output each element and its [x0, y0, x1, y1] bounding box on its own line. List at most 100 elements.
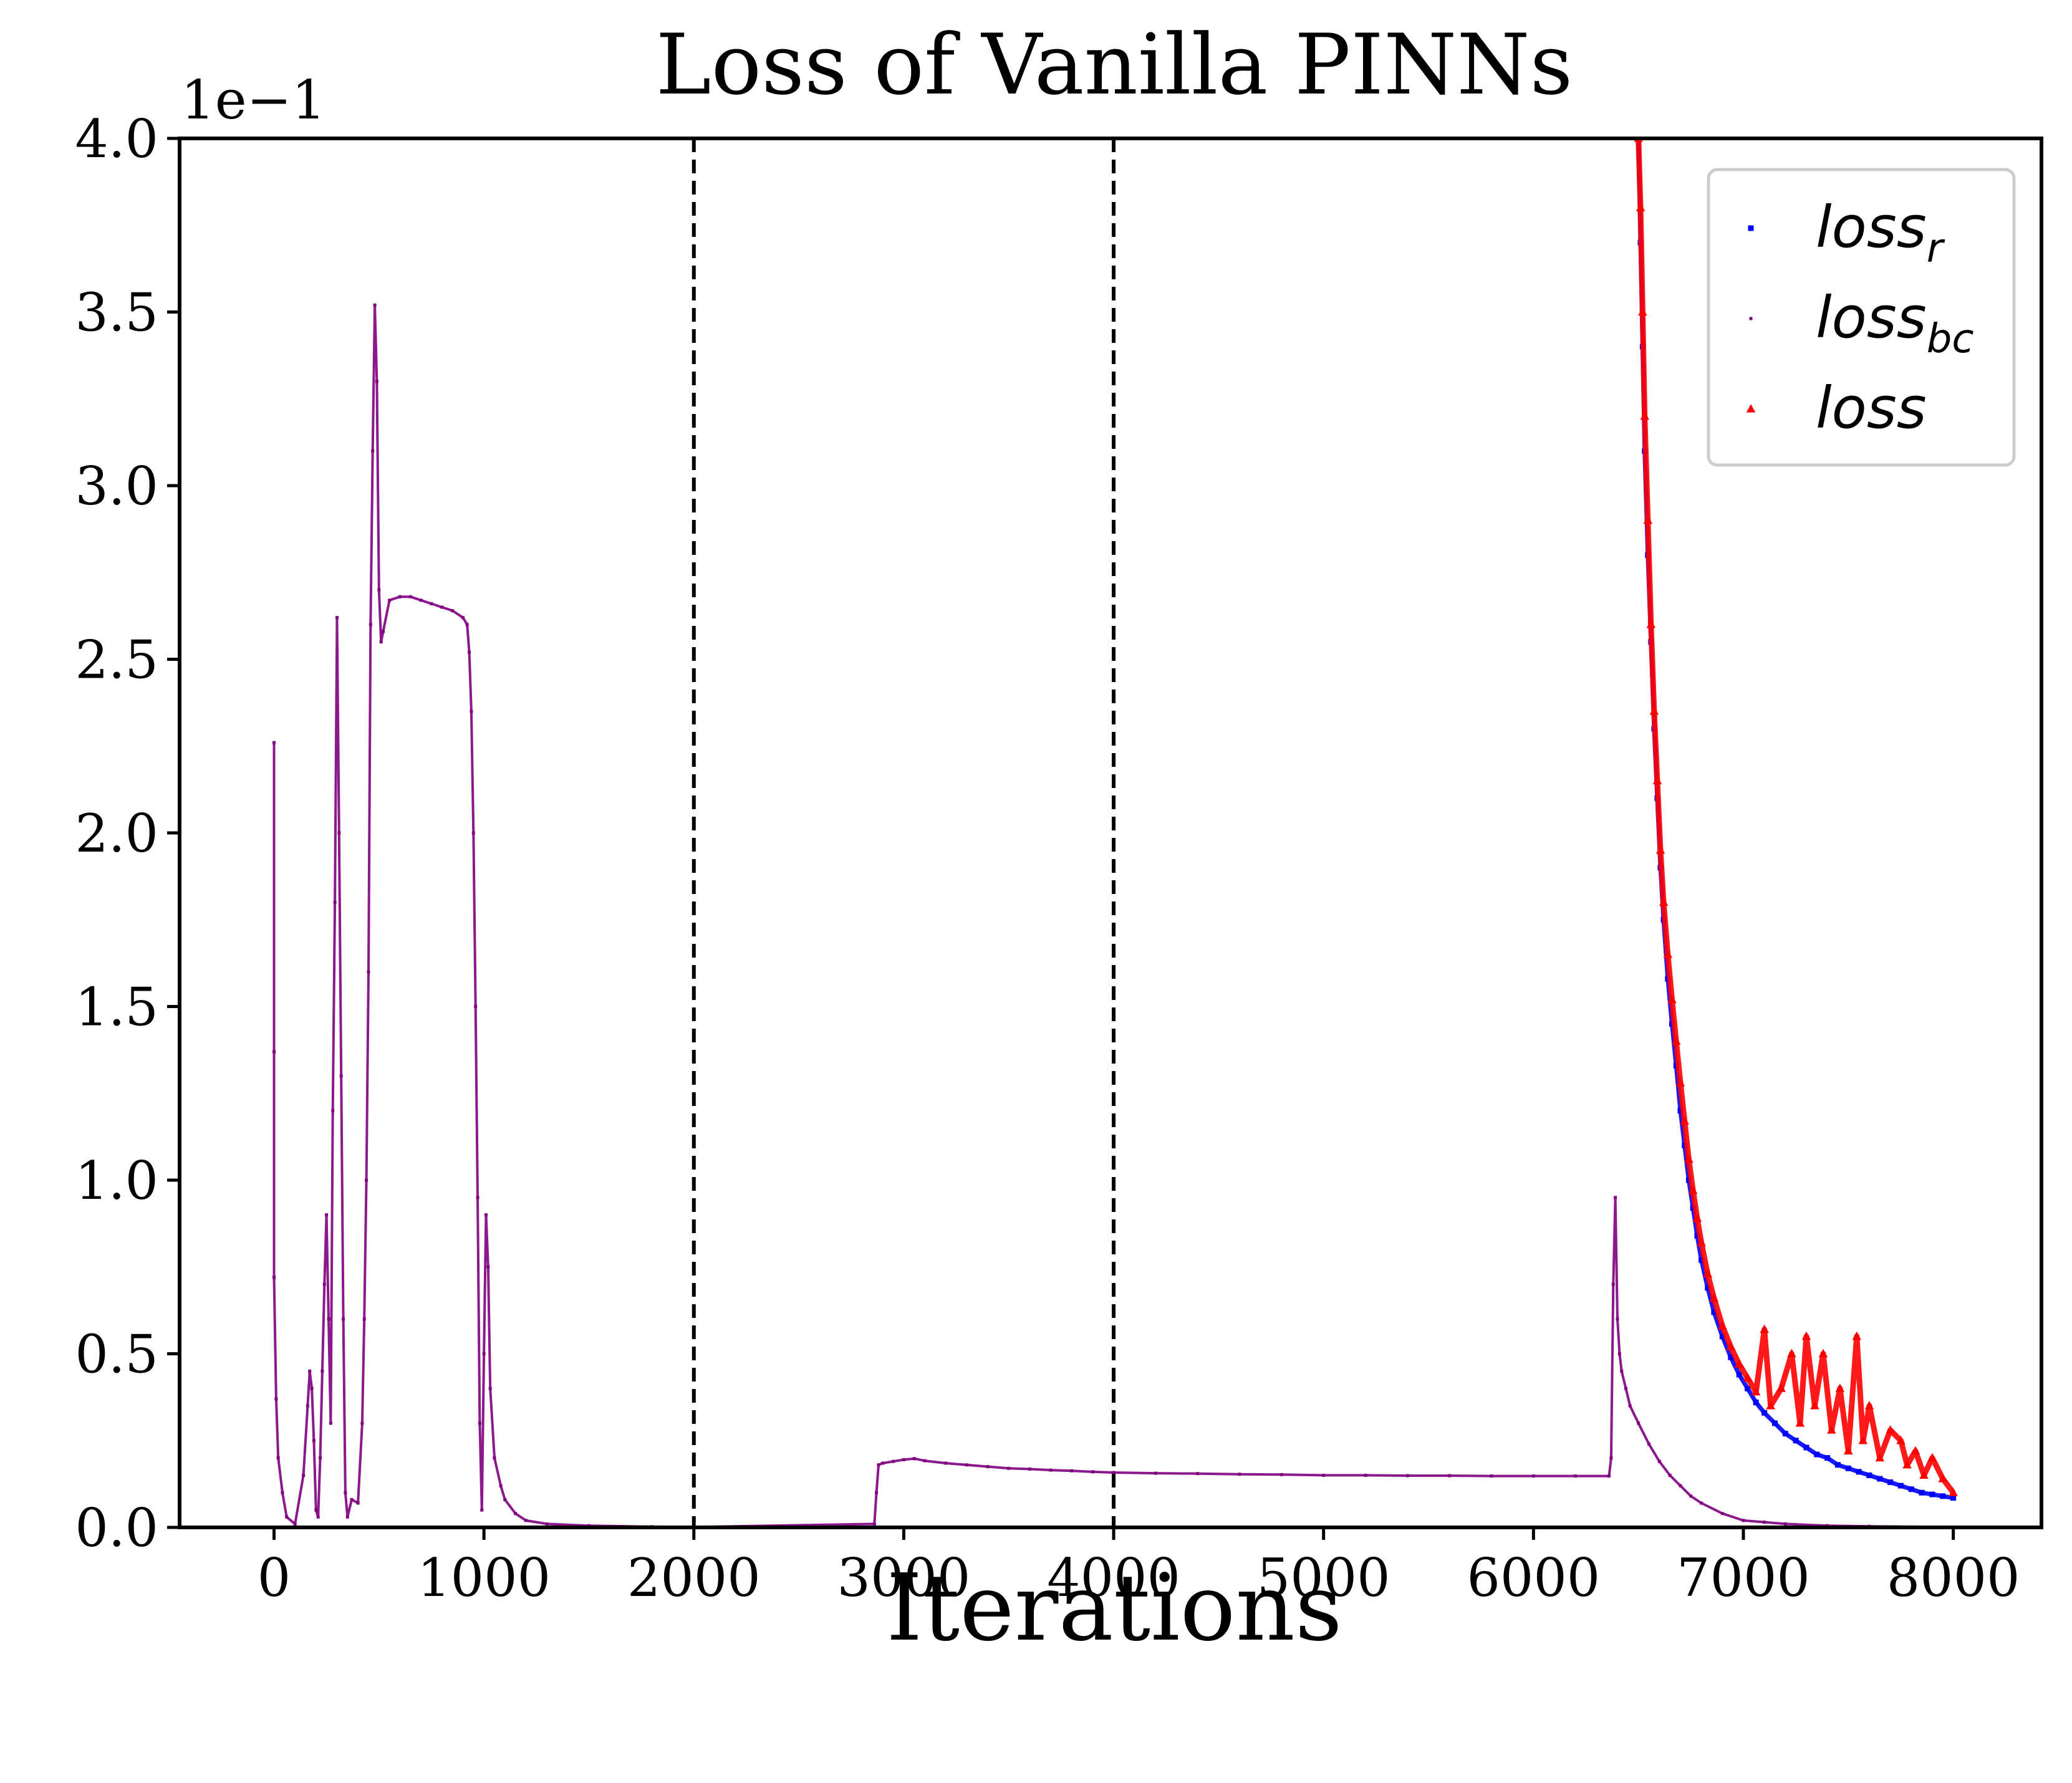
data-point-loss-bc-6 [285, 1515, 289, 1519]
data-point-loss-r-28 [1782, 1431, 1788, 1437]
x-tick-label-8: 8000 [1887, 1547, 2020, 1608]
data-point-loss-bc-113 [1689, 1494, 1693, 1498]
data-point-loss-bc-116 [1742, 1519, 1745, 1522]
data-point-loss-bc-12 [312, 1439, 316, 1443]
axes: 0 1000 2000 3000 4000 5000 6000 7000 8000 0.0 0.5 1… [75, 108, 2043, 1608]
data-point-loss-bc-30 [356, 1501, 360, 1505]
legend-label-main-loss-r: loss [1816, 194, 1927, 261]
data-point-loss-r-39 [1897, 1483, 1904, 1489]
data-point-loss-bc-7 [293, 1522, 297, 1526]
data-point-loss-bc-104 [1617, 1352, 1621, 1355]
data-point-loss-r-25 [1753, 1399, 1759, 1405]
data-point-loss-21 [1718, 1320, 1727, 1330]
data-point-loss-14 [1680, 1116, 1689, 1125]
data-point-loss-28 [1776, 1383, 1786, 1392]
data-point-loss-bc-55 [476, 1196, 479, 1199]
data-point-loss-bc-25 [339, 1074, 343, 1078]
y-tick-label-7: 3.5 [75, 282, 158, 344]
data-point-loss-36 [1844, 1446, 1853, 1455]
data-point-loss-bc-88 [1154, 1471, 1157, 1475]
data-point-loss-34 [1827, 1425, 1836, 1434]
data-point-loss-30 [1795, 1418, 1805, 1427]
data-point-loss-bc-81 [986, 1465, 990, 1469]
data-point-loss-bc-114 [1700, 1501, 1703, 1505]
data-point-loss-r-19 [1705, 1285, 1711, 1291]
data-point-loss-r-27 [1771, 1420, 1778, 1426]
data-point-loss-r-33 [1834, 1462, 1841, 1468]
data-point-loss-bc-83 [1028, 1467, 1031, 1471]
data-point-loss-33 [1818, 1348, 1828, 1358]
legend-label-main-loss: loss [1816, 375, 1927, 441]
data-point-loss-bc-60 [486, 1265, 490, 1269]
data-point-loss-bc-41 [382, 630, 385, 633]
data-point-loss-46 [1927, 1453, 1937, 1462]
y-tick-label-5: 2.5 [75, 630, 158, 691]
y-axis-offset-label: 1e−1 [181, 69, 325, 132]
data-point-loss-16 [1688, 1185, 1698, 1194]
x-tick-label-2: 2000 [627, 1547, 761, 1608]
data-point-loss-bc-3 [274, 1397, 278, 1401]
data-point-loss-1 [1636, 203, 1646, 211]
data-point-loss-r-31 [1814, 1451, 1820, 1458]
data-point-loss-22 [1726, 1342, 1735, 1350]
data-point-loss-r-29 [1793, 1438, 1799, 1444]
data-point-loss-r-23 [1736, 1372, 1742, 1378]
data-point-loss-bc-92 [1322, 1473, 1326, 1477]
data-point-loss-r-20 [1711, 1309, 1717, 1315]
x-tick-label-0: 0 [258, 1547, 291, 1608]
plot-content [272, 138, 1958, 1527]
data-point-loss-31 [1801, 1331, 1811, 1340]
data-point-loss-r-38 [1887, 1479, 1894, 1486]
data-point-loss-r-24 [1745, 1385, 1751, 1391]
series-loss-bc [272, 303, 1955, 1527]
data-point-loss-48 [1949, 1487, 1958, 1496]
data-point-loss-bc-106 [1624, 1387, 1627, 1390]
data-point-loss-bc-102 [1614, 1196, 1617, 1199]
data-point-loss-bc-45 [419, 598, 423, 602]
data-point-loss-r-34 [1845, 1465, 1851, 1471]
series-loss [1634, 138, 1958, 1496]
legend-label-main-loss-bc: loss [1816, 284, 1927, 351]
y-tick-label-0: 0.0 [75, 1497, 158, 1559]
data-point-loss-bc-24 [337, 831, 341, 835]
data-point-loss-47 [1938, 1474, 1947, 1483]
data-point-loss-27 [1766, 1401, 1775, 1410]
data-point-loss-bc-0 [272, 741, 276, 744]
data-point-loss-bc-47 [440, 605, 444, 609]
data-point-loss-bc-39 [377, 588, 381, 592]
data-point-loss-bc-42 [388, 598, 392, 602]
y-tick-label-3: 1.5 [75, 977, 158, 1038]
data-point-loss-bc-29 [350, 1497, 354, 1501]
data-point-loss-bc-87 [1112, 1471, 1116, 1474]
data-point-loss-9 [1659, 897, 1669, 906]
data-point-loss-bc-105 [1620, 1369, 1624, 1373]
data-point-loss-bc-118 [1783, 1522, 1787, 1526]
data-point-loss-bc-51 [468, 650, 471, 654]
data-point-loss-bc-13 [314, 1508, 318, 1512]
data-point-loss-bc-100 [1609, 1456, 1613, 1460]
data-point-loss-bc-74 [881, 1461, 885, 1465]
legend-box [1707, 168, 2016, 467]
y-tick-label-1: 0.5 [75, 1324, 158, 1385]
data-point-loss-3 [1640, 411, 1649, 420]
data-point-loss-bc-8 [302, 1473, 306, 1477]
data-point-loss-8 [1655, 845, 1665, 854]
x-tick-label-5: 5000 [1257, 1547, 1390, 1608]
data-point-loss-bc-5 [281, 1491, 284, 1494]
data-point-loss-bc-72 [875, 1491, 879, 1494]
legend-label-loss-r: lossr [1816, 194, 1945, 272]
data-point-loss-bc-111 [1668, 1473, 1672, 1477]
legend-label-subscript-loss-bc: bc [1927, 316, 1974, 362]
data-point-loss-bc-22 [333, 900, 337, 904]
data-point-loss-bc-96 [1490, 1474, 1493, 1478]
data-point-loss-bc-49 [461, 616, 465, 620]
data-point-loss-bc-9 [306, 1404, 309, 1408]
data-point-loss-bc-35 [369, 623, 372, 627]
data-point-loss-bc-37 [373, 303, 377, 307]
data-point-loss-bc-115 [1720, 1512, 1724, 1516]
data-point-loss-bc-73 [877, 1463, 880, 1467]
data-point-loss-35 [1835, 1383, 1845, 1392]
data-point-loss-bc-58 [482, 1352, 486, 1355]
data-point-loss-bc-103 [1616, 1317, 1619, 1321]
